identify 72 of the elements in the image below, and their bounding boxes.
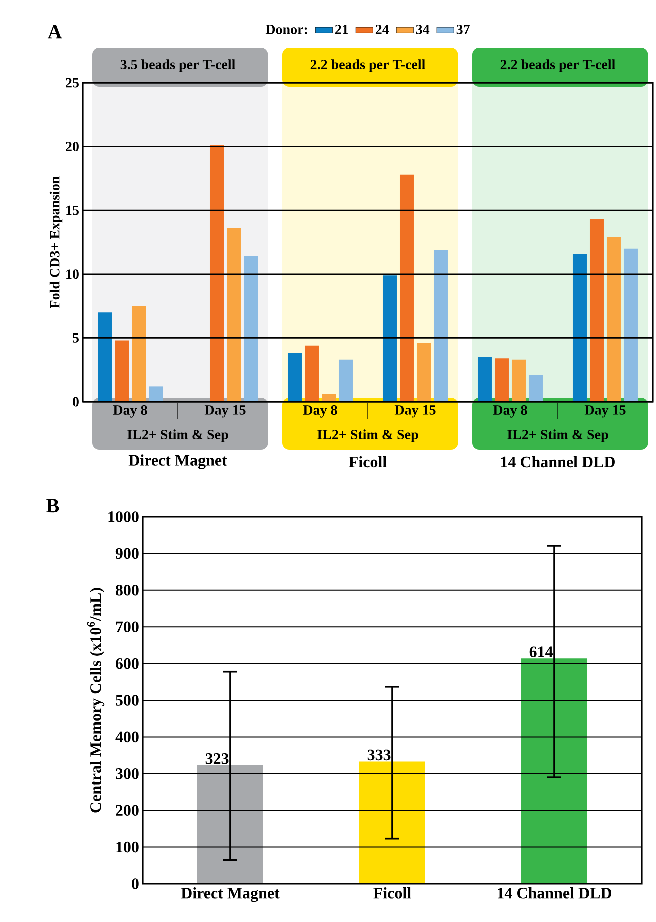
y-tick-label: 400 [116,732,139,743]
y-tick-label: 700 [116,622,139,632]
y-tick-label: 0 [132,878,139,890]
text: 2.2 beads per T-cell [310,60,426,72]
y-tick-label: 0 [73,397,79,407]
bar [98,312,112,402]
y-tick-label: 5 [73,334,79,343]
bar [400,174,414,402]
bar [512,360,526,402]
y-tick-label: 100 [116,842,139,853]
text: IL2+ Stim & Sep [128,430,228,442]
bar [606,237,621,402]
bar [197,765,264,884]
bar [226,228,241,402]
y-axis-title: Fold CD3+ Expansion [50,176,63,308]
data-label: 323 [206,754,229,764]
bar [478,357,492,402]
bar [304,346,319,402]
text: B [46,499,60,513]
legend-label: 24 [376,24,390,34]
text: 2.2 beads per T-cell [500,60,616,72]
y-tick-label: 800 [116,585,139,596]
bar [149,386,163,402]
x-tick-label: Day 15 [204,406,246,418]
x-tick-label: Day 15 [394,406,436,418]
x-tick-label: 14 Channel DLD [498,888,612,899]
bar [338,360,353,402]
bar [132,306,146,402]
text: IL2+ Stim & Sep [508,430,608,442]
legend-title: Donor: [266,25,308,34]
bar [528,375,543,402]
x-tick-label: Day 8 [493,406,528,418]
text: IL2+ Stim & Sep [318,430,418,442]
bar [434,250,448,402]
x-tick-label: Ficoll [374,888,412,899]
text: 14 Channel DLD [501,456,615,468]
bar [590,220,604,402]
y-tick-label: 600 [116,658,139,670]
bar [382,276,397,402]
y-tick-label: 900 [116,548,139,560]
bar [416,343,431,402]
data-label: 614 [530,646,554,658]
y-tick-label: 300 [116,768,139,780]
text: 3.5 beads per T-cell [120,60,236,72]
legend-label: 21 [335,24,348,34]
bar [494,358,509,402]
text: A [48,25,62,39]
bar [624,248,638,402]
bar [522,658,588,884]
x-tick-label: Day 8 [303,406,338,418]
y-tick-label: 200 [116,805,139,816]
y-axis-title: Central Memory Cells (x10$^{6}$/mL) [87,588,105,813]
x-tick-label: Day 8 [113,406,148,418]
y-tick-label: 1000 [108,512,139,522]
bar [359,762,426,884]
bar [572,254,587,402]
bar [244,256,258,402]
y-tick-label: 15 [66,206,79,216]
legend-label: 34 [416,24,430,34]
y-tick-label: 10 [66,270,79,280]
bar [210,146,224,402]
y-tick-label: 25 [66,78,79,88]
bar [288,354,302,402]
legend-label: 37 [456,24,470,34]
y-tick-label: 500 [116,695,139,706]
y-tick-label: 20 [66,142,79,152]
data-label: 333 [368,750,391,761]
x-tick-label: Day 15 [584,406,626,418]
x-tick-label: Direct Magnet [181,888,280,902]
text: Direct Magnet [128,454,228,470]
text: Ficoll [349,456,387,468]
bar [114,340,129,402]
